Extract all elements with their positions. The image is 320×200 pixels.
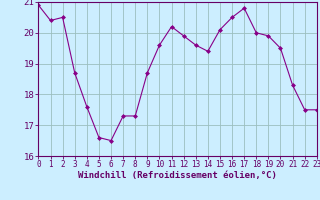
X-axis label: Windchill (Refroidissement éolien,°C): Windchill (Refroidissement éolien,°C) <box>78 171 277 180</box>
